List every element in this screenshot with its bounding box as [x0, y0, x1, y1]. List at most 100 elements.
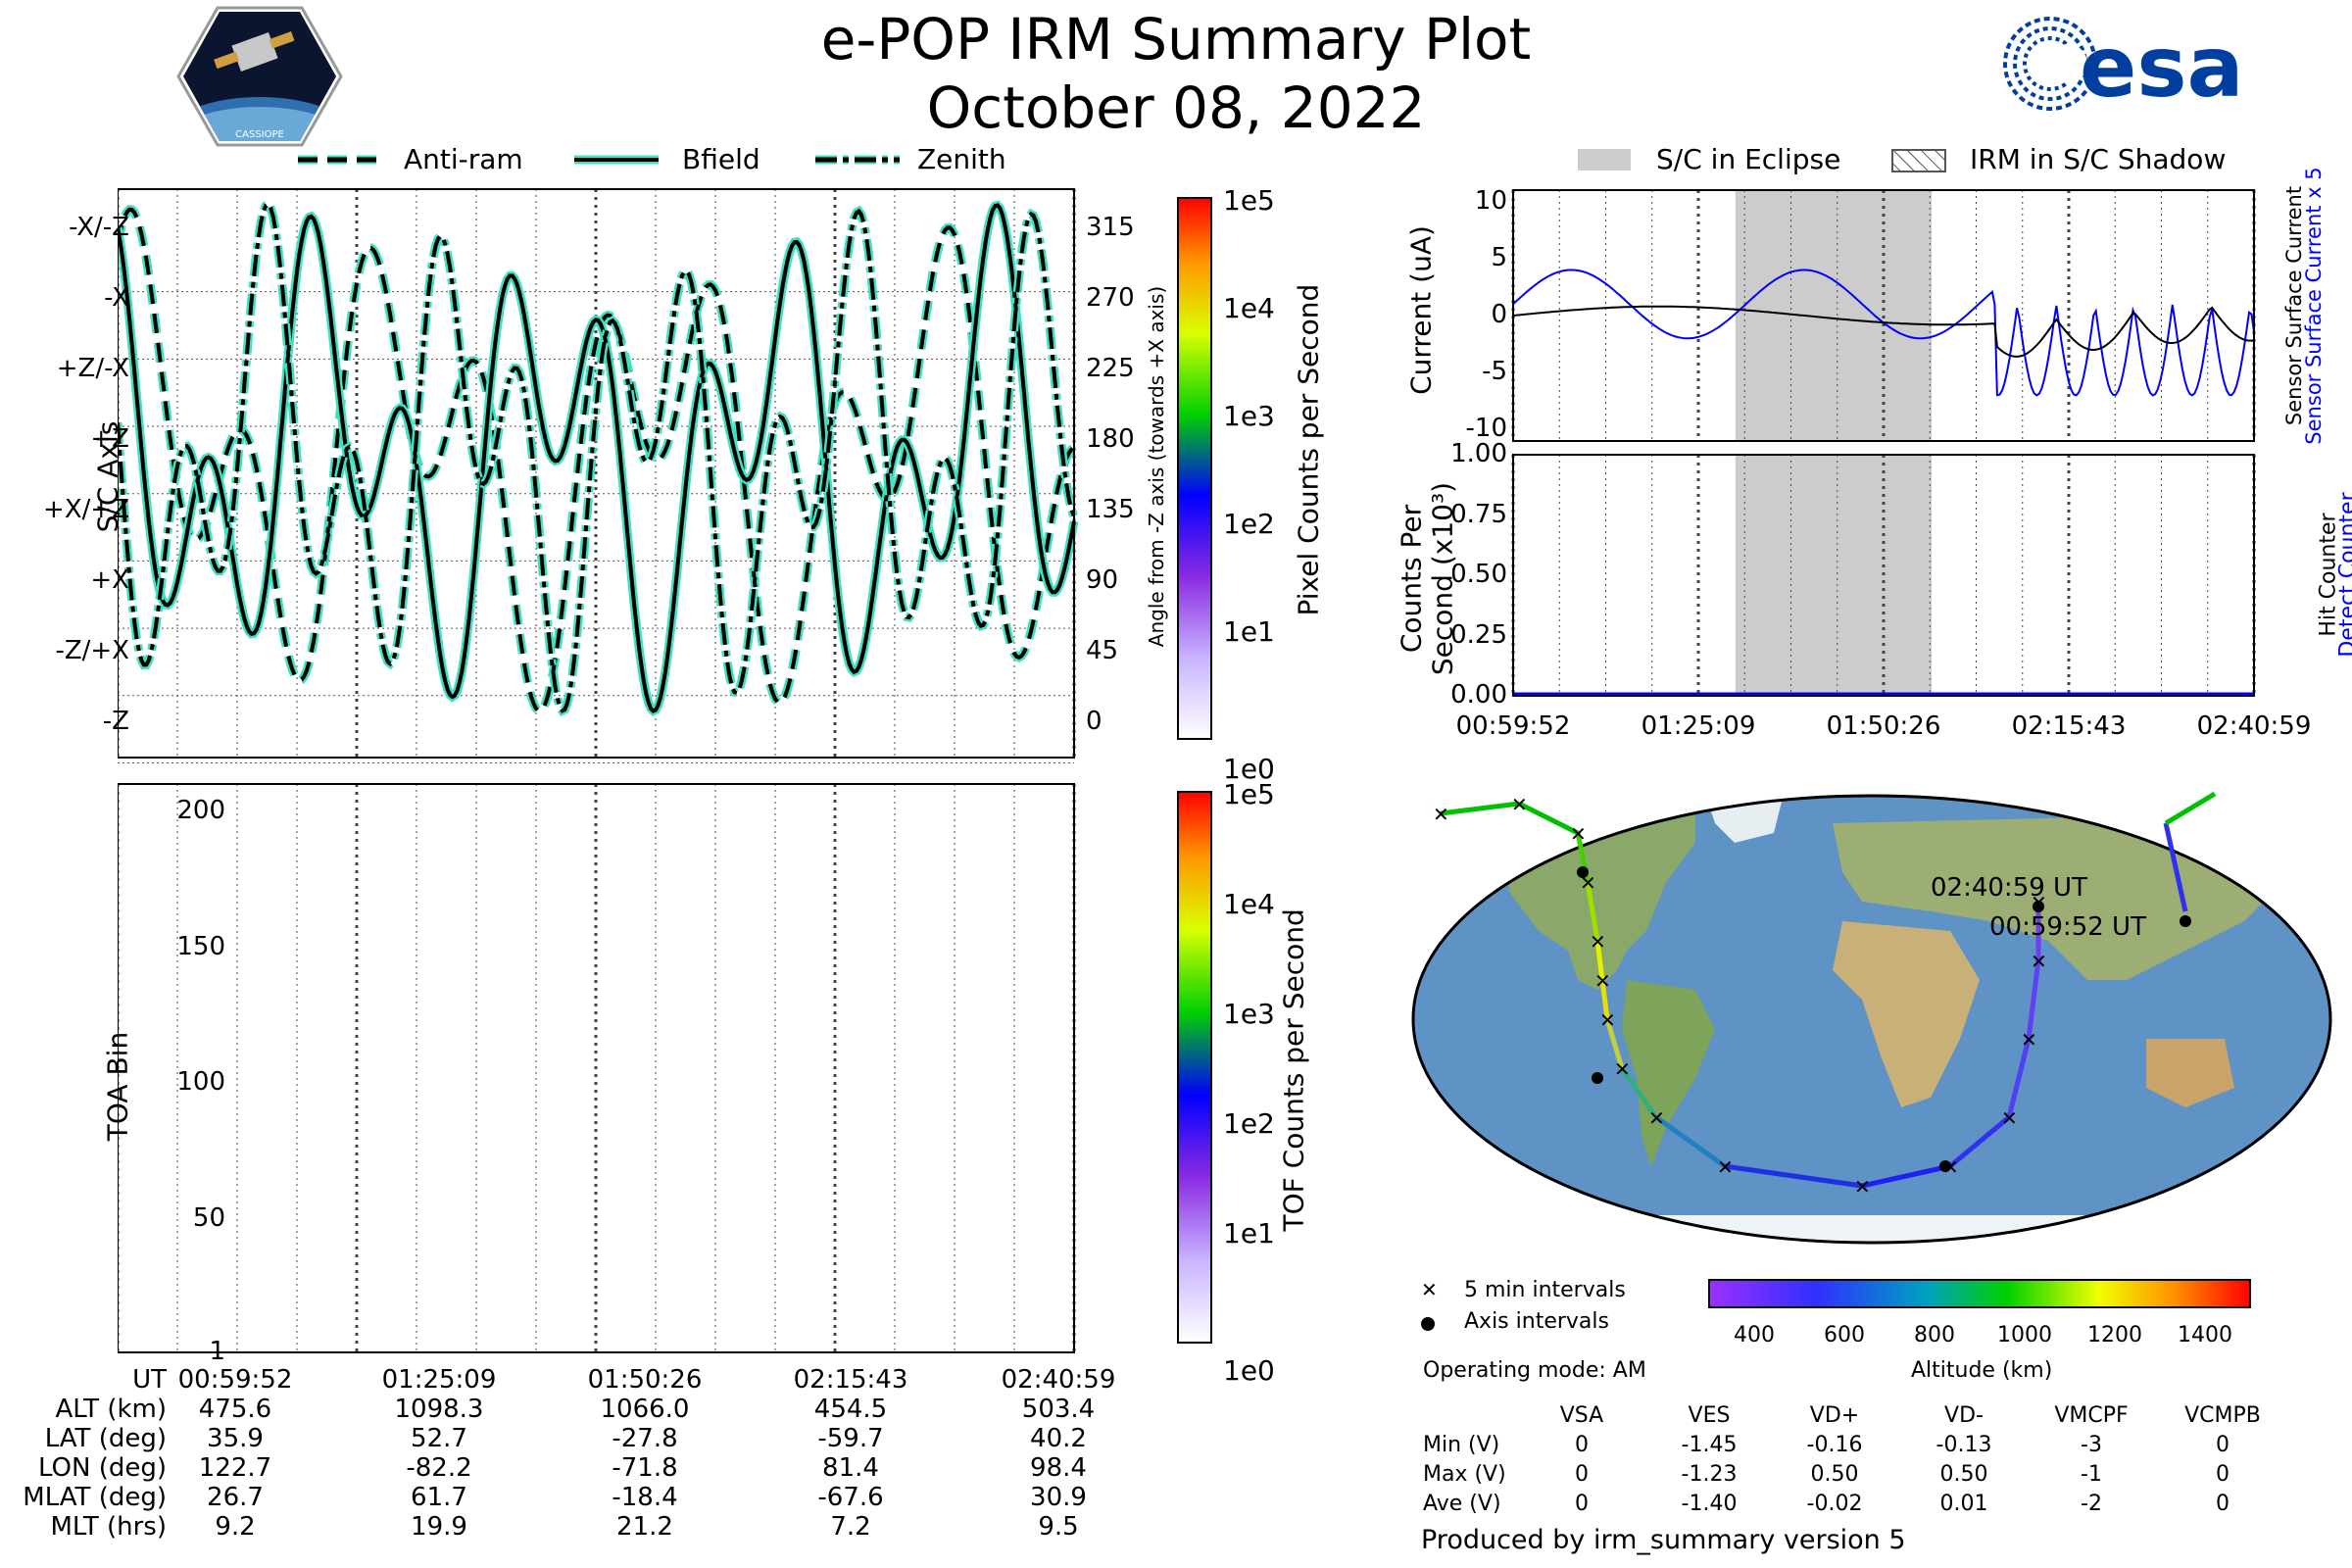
ephemeris-cell: 02:15:43 — [793, 1365, 908, 1395]
counts-ytick: 0.00 — [1450, 680, 1507, 710]
attitude-ytick-left: +Z — [90, 424, 129, 454]
altitude-colorbar-tick: 1200 — [2087, 1323, 2142, 1348]
map-label-end: 02:40:59 UT — [1931, 873, 2087, 903]
attitude-ytick-right: 225 — [1086, 354, 1135, 383]
eclipse-region — [1735, 455, 1933, 696]
altitude-colorbar-label: Altitude (km) — [1911, 1358, 2053, 1383]
operating-mode: Operating mode: AM — [1423, 1358, 1646, 1383]
orbit-5min-marker: ✕ — [1511, 793, 1528, 816]
voltage-cell: -1 — [2081, 1462, 2102, 1487]
attitude-colorbar-tick: 1e0 — [1223, 753, 1275, 785]
australia — [2146, 1039, 2234, 1107]
toa-colorbar-label: TOF Counts per Second — [1277, 908, 1310, 1232]
voltage-header: VMCPF — [2054, 1403, 2129, 1428]
orbit-segment — [1724, 1163, 1863, 1189]
ephemeris-cell: -27.8 — [612, 1424, 678, 1453]
orbit-5min-marker: ✕ — [1599, 1008, 1616, 1032]
map-label-start: 00:59:52 UT — [1989, 912, 2146, 942]
orbit-5min-marker: ✕ — [1433, 803, 1449, 826]
voltage-cell: 0.01 — [1939, 1492, 1988, 1516]
attitude-colorbar-label: Pixel Counts per Second — [1292, 283, 1325, 616]
ephemeris-cell: 35.9 — [207, 1424, 264, 1453]
current-ytick: 10 — [1474, 185, 1507, 216]
page-date: October 08, 2022 — [926, 74, 1426, 141]
ephemeris-cell: 503.4 — [1021, 1395, 1096, 1424]
counts-ytick: 1.00 — [1450, 439, 1507, 468]
altitude-colorbar-tick: 400 — [1734, 1323, 1775, 1348]
voltage-row-label: Ave (V) — [1423, 1492, 1501, 1516]
attitude-ytick-right: 0 — [1086, 707, 1102, 736]
counts-xtick: 00:59:52 — [1455, 711, 1571, 741]
voltage-cell: 0 — [1575, 1462, 1589, 1487]
ephemeris-cell: 01:25:09 — [381, 1365, 497, 1395]
toa-colorbar-tick: 1e1 — [1223, 1217, 1275, 1250]
orbit-5min-marker: ✕ — [1854, 1175, 1871, 1199]
attitude-colorbar — [1177, 197, 1212, 740]
attitude-colorbar-tick: 1e3 — [1223, 400, 1275, 432]
south-america — [1622, 980, 1715, 1166]
attitude-ytick-right: 90 — [1086, 565, 1119, 595]
attitude-ytick-left: +X — [90, 565, 129, 595]
eclipse-region — [1735, 190, 1933, 441]
cassiope-logo: CASSIOPE — [176, 6, 343, 147]
current-ytick: -10 — [1465, 414, 1507, 444]
ephemeris-cell: 00:59:52 — [177, 1365, 293, 1395]
orbit-segment — [1599, 979, 1610, 1020]
legend-zenith-label: Zenith — [917, 143, 1006, 175]
voltage-row-label: Max (V) — [1423, 1462, 1506, 1487]
orbit-5min-marker: ✕ — [1614, 1057, 1631, 1081]
attitude-ytick-left: -Z/+X — [55, 636, 129, 665]
ephemeris-cell: 9.5 — [1038, 1512, 1079, 1542]
ephemeris-cell: -18.4 — [612, 1483, 678, 1512]
voltage-cell: -0.13 — [1936, 1433, 1992, 1457]
toa-grid — [118, 784, 1076, 1352]
ephemeris-row-label: ALT (km) — [55, 1395, 167, 1424]
current-ytick: -5 — [1482, 357, 1507, 387]
ephemeris-row-label: LAT (deg) — [44, 1424, 167, 1453]
antarctica — [1413, 1215, 2330, 1243]
voltage-cell: 0.50 — [1939, 1462, 1988, 1487]
toa-ytick: 100 — [176, 1067, 225, 1098]
ephemeris-cell: 98.4 — [1030, 1453, 1087, 1483]
attitude-ytick-right: 315 — [1086, 213, 1135, 242]
ephemeris-cell: 9.2 — [215, 1512, 256, 1542]
orbit-segment — [1440, 801, 1520, 816]
ephemeris-cell: -82.2 — [406, 1453, 472, 1483]
orbit-5min-marker: ✕ — [2021, 1028, 2037, 1052]
ephemeris-cell: -59.7 — [817, 1424, 884, 1453]
voltage-cell: -2 — [2081, 1492, 2102, 1516]
current-trace — [1512, 305, 2255, 358]
counts-xtick: 01:25:09 — [1641, 711, 1756, 741]
legend-5min-label: 5 min intervals — [1464, 1278, 1626, 1302]
ephemeris-cell: 61.7 — [411, 1483, 467, 1512]
voltage-header: VSA — [1559, 1403, 1604, 1428]
legend-shadow-swatch — [1891, 149, 1946, 172]
counts-ytick: 0.75 — [1450, 499, 1507, 529]
ephemeris-cell: 02:40:59 — [1001, 1365, 1116, 1395]
legend-shadow-label: IRM in S/C Shadow — [1970, 143, 2227, 175]
legend-bfield-swatch — [574, 155, 659, 165]
ephemeris-row-label: MLT (hrs) — [50, 1512, 168, 1542]
voltage-cell: -1.45 — [1681, 1433, 1738, 1457]
counts-xtick: 02:40:59 — [2196, 711, 2312, 741]
ephemeris-row-label: UT — [132, 1365, 167, 1395]
voltage-header: VD+ — [1809, 1403, 1860, 1428]
counts-xtick: 02:15:43 — [2011, 711, 2127, 741]
attitude-ytick-left: +Z/-X — [56, 354, 129, 383]
toa-colorbar-tick: 1e5 — [1223, 778, 1275, 810]
orbit-segment — [1594, 940, 1605, 981]
altitude-colorbar-tick: 1400 — [2178, 1323, 2232, 1348]
current-ytick: 5 — [1491, 242, 1507, 272]
ephemeris-cell: 454.5 — [813, 1395, 888, 1424]
orbit-axis-marker — [1939, 1160, 1951, 1172]
attitude-traces — [118, 198, 1079, 716]
orbit-axis-marker — [2033, 901, 2044, 912]
orbit-segment — [1948, 1115, 2011, 1168]
orbit-segment — [1604, 1018, 1625, 1069]
ephemeris-cell: 21.2 — [616, 1512, 673, 1542]
orbit-5min-marker: ✕ — [2031, 950, 2047, 973]
ephemeris-row-label: MLAT (deg) — [23, 1483, 167, 1512]
voltage-cell: 0 — [1575, 1433, 1589, 1457]
attitude-ytick-right: 180 — [1086, 424, 1135, 454]
orbit-axis-marker — [2180, 915, 2191, 927]
